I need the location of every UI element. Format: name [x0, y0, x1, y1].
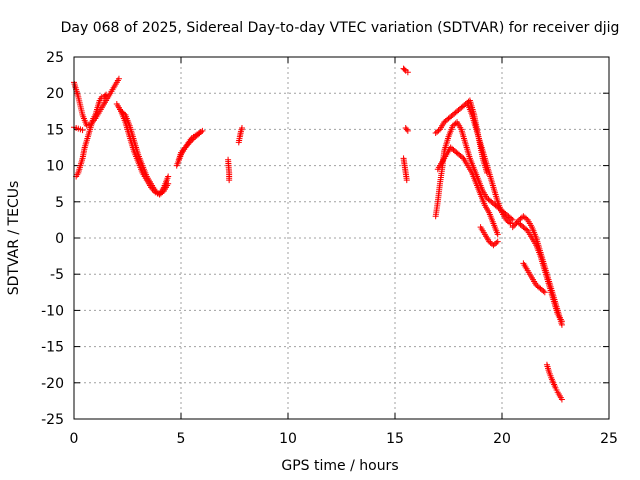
plot-frame [73, 56, 610, 420]
data-point [102, 92, 109, 99]
x-tick-label: 10 [279, 431, 297, 447]
data-point [541, 289, 548, 296]
y-tick-labels: -25 -20 -15 -10 -5 0 5 10 15 20 25 [41, 50, 64, 428]
track-15-mid [402, 124, 411, 134]
y-tick-label: 20 [46, 86, 64, 102]
track-early-flat [71, 124, 86, 134]
y-tick-label: 15 [46, 122, 64, 138]
data-point [103, 91, 110, 98]
y-tick-label: -20 [41, 376, 64, 392]
chart-title: Day 068 of 2025, Sidereal Day-to-day VTE… [61, 20, 620, 36]
data-point [513, 219, 520, 226]
track-17-band [434, 144, 501, 238]
data-point [506, 219, 513, 226]
grid-lines [74, 57, 609, 419]
x-tick-labels: 0 5 10 15 20 25 [70, 431, 618, 447]
x-tick-label: 0 [70, 431, 79, 447]
y-tick-label: 5 [55, 195, 64, 211]
data-point [403, 126, 410, 133]
y-tick-label: -5 [50, 267, 64, 283]
y-tick-label: -15 [41, 340, 64, 356]
y-tick-label: 0 [55, 231, 64, 247]
track-recovery [173, 127, 206, 169]
track-15-low [400, 155, 410, 184]
track-isolated-7 [225, 156, 233, 184]
data-point [238, 124, 245, 131]
data-point [226, 177, 233, 184]
data-point [558, 318, 565, 325]
track-decline-2 [118, 108, 172, 198]
data-point [435, 127, 442, 134]
track-18-column [464, 101, 514, 227]
y-tick-label: 10 [46, 159, 64, 175]
track-early-low [73, 91, 110, 180]
y-tick-label: -10 [41, 303, 64, 319]
y-tick-label: -25 [41, 412, 64, 428]
x-tick-label: 5 [177, 431, 186, 447]
x-tick-label: 25 [600, 431, 618, 447]
y-axis-label: SDTVAR / TECUs [6, 181, 22, 296]
data-point [512, 221, 519, 228]
data-point [494, 231, 501, 238]
data-point [523, 215, 530, 222]
track-17-rise [432, 119, 516, 223]
data-point [509, 216, 516, 223]
data-point [175, 156, 182, 163]
track-22-deep [543, 361, 565, 403]
data-point [523, 226, 530, 233]
data-point [404, 127, 411, 134]
track-isolated-7-8 [235, 124, 245, 146]
data-point [540, 288, 547, 295]
data-point [494, 238, 501, 245]
data-point [120, 110, 127, 117]
data-point [165, 173, 172, 180]
data-point [401, 66, 408, 73]
data-point [507, 220, 514, 227]
track-19-low [477, 224, 501, 249]
x-axis-label: GPS time / hours [281, 458, 398, 474]
y-tick-label: 25 [46, 50, 64, 66]
track-21-descent-2 [516, 220, 565, 325]
track-decline [113, 101, 172, 198]
data-point [403, 177, 410, 184]
data-point [493, 239, 500, 246]
data-point [79, 127, 86, 134]
x-tick-label: 20 [493, 431, 511, 447]
track-21-mid [520, 260, 548, 296]
track-15-top [400, 65, 411, 76]
data-point [558, 396, 565, 403]
x-tick-label: 15 [386, 431, 404, 447]
data-point [509, 224, 516, 231]
data-point [510, 222, 517, 229]
data-point [459, 154, 466, 161]
data-point [115, 75, 122, 82]
data-points [71, 65, 565, 403]
data-point [508, 215, 515, 222]
data-point [404, 69, 411, 76]
